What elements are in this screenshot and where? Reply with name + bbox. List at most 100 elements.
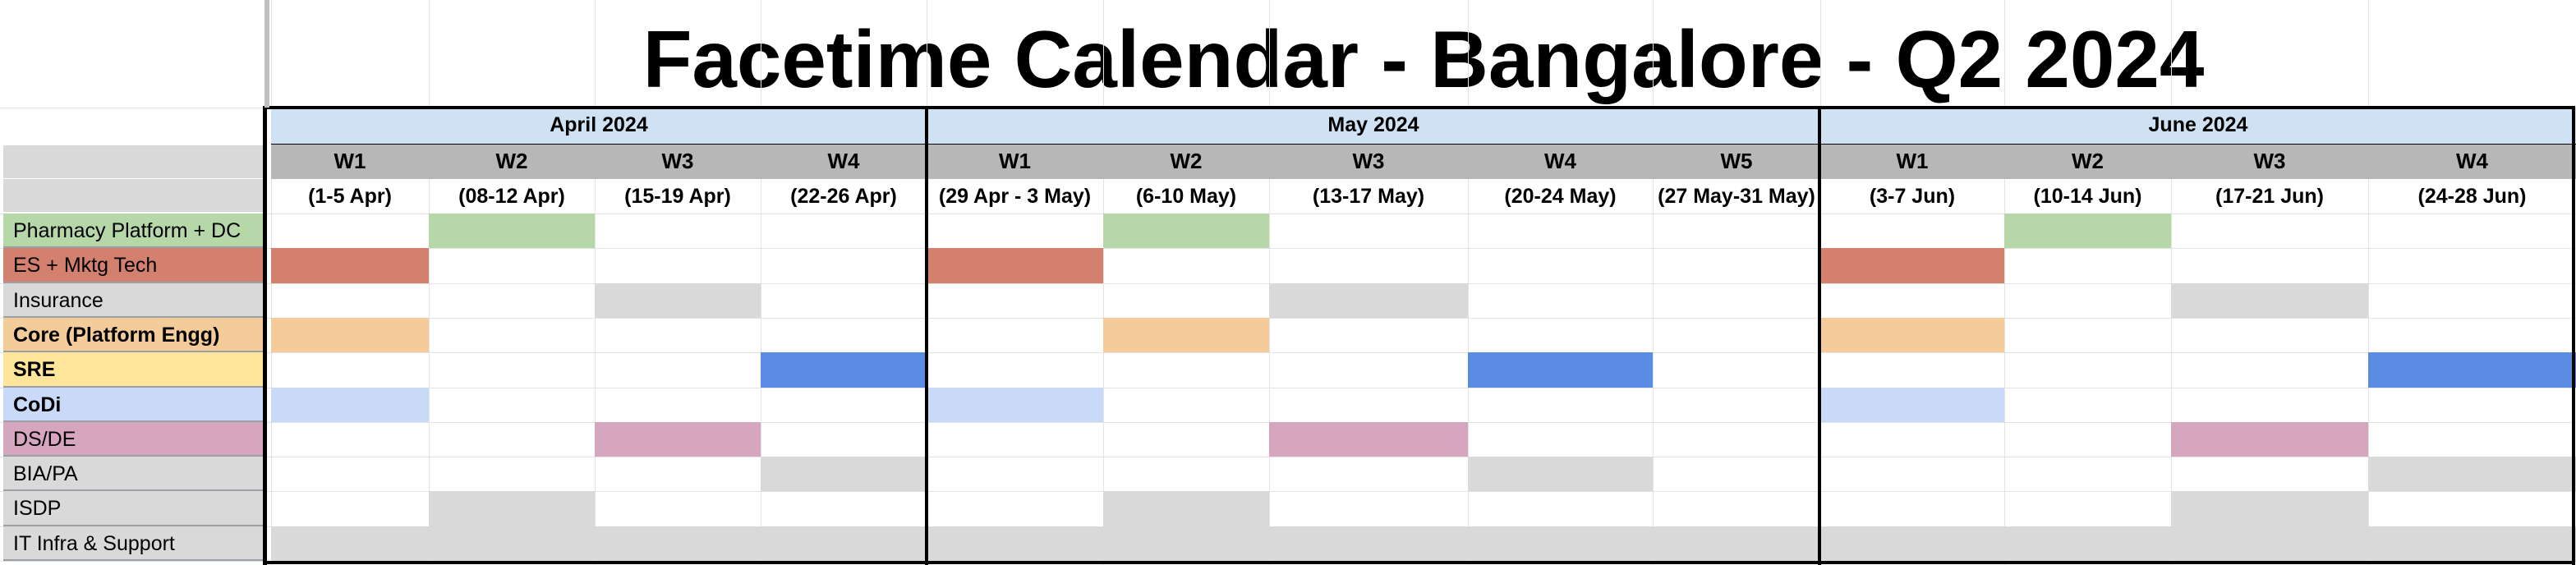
gridline-horizontal xyxy=(0,491,2576,492)
schedule-block[interactable] xyxy=(927,526,1103,561)
schedule-block[interactable] xyxy=(2171,422,2368,457)
week-date-range: (27 May-31 May) xyxy=(1658,185,1815,208)
schedule-block[interactable] xyxy=(1653,526,1820,561)
week-date-range: (15-19 Apr) xyxy=(624,185,731,208)
week-date-range: (17-21 Jun) xyxy=(2215,185,2324,208)
team-label: Insurance xyxy=(3,283,264,318)
schedule-block[interactable] xyxy=(2368,526,2576,561)
week-date-range: (10-14 Jun) xyxy=(2033,185,2142,208)
week-header: W1 xyxy=(271,144,429,179)
gridline-vertical xyxy=(1468,0,1469,565)
schedule-block[interactable] xyxy=(271,388,429,422)
schedule-block[interactable] xyxy=(1820,248,2004,283)
gridline-horizontal xyxy=(0,318,2576,319)
schedule-block[interactable] xyxy=(2171,491,2368,526)
schedule-block[interactable] xyxy=(429,491,595,526)
month-header: April 2024 xyxy=(271,108,927,144)
schedule-block[interactable] xyxy=(1269,526,1468,561)
schedule-block[interactable] xyxy=(1820,388,2004,422)
frozen-column-divider[interactable] xyxy=(264,0,269,108)
week-date-range: (08-12 Apr) xyxy=(458,185,565,208)
schedule-block[interactable] xyxy=(1468,352,1653,388)
team-label: SRE xyxy=(3,352,264,388)
week-header: W4 xyxy=(761,144,927,179)
schedule-block[interactable] xyxy=(595,422,761,457)
schedule-block[interactable] xyxy=(1103,214,1269,248)
team-label: ES + Mktg Tech xyxy=(3,248,264,283)
team-label: ISDP xyxy=(3,491,264,526)
week-header: W3 xyxy=(2171,144,2368,179)
schedule-block[interactable] xyxy=(1468,526,1653,561)
schedule-block[interactable] xyxy=(2171,526,2368,561)
gridline-vertical xyxy=(1103,0,1104,565)
schedule-block[interactable] xyxy=(271,526,429,561)
week-date-range: (6-10 May) xyxy=(1135,185,1237,208)
gridline-vertical xyxy=(1653,0,1654,565)
schedule-block[interactable] xyxy=(1269,283,1468,318)
row-label-empty xyxy=(3,145,264,178)
schedule-block[interactable] xyxy=(429,526,595,561)
team-label: CoDi xyxy=(3,388,264,422)
schedule-block[interactable] xyxy=(429,214,595,248)
schedule-block[interactable] xyxy=(595,283,761,318)
border-line xyxy=(263,106,267,565)
schedule-block[interactable] xyxy=(761,526,927,561)
gridline-vertical xyxy=(1269,0,1270,565)
week-header: W3 xyxy=(1269,144,1468,179)
month-header: May 2024 xyxy=(927,108,1820,144)
week-header: W1 xyxy=(927,144,1103,179)
schedule-block[interactable] xyxy=(2368,352,2576,388)
schedule-block[interactable] xyxy=(2004,214,2171,248)
border-line xyxy=(1818,106,1821,565)
week-date-range: (1-5 Apr) xyxy=(308,185,392,208)
team-label: Pharmacy Platform + DC xyxy=(3,214,264,248)
schedule-block[interactable] xyxy=(2368,457,2576,491)
schedule-block[interactable] xyxy=(2171,283,2368,318)
gridline-vertical xyxy=(2171,0,2172,565)
schedule-block[interactable] xyxy=(1820,318,2004,352)
schedule-block[interactable] xyxy=(927,388,1103,422)
schedule-block[interactable] xyxy=(1820,526,2004,561)
team-label: Core (Platform Engg) xyxy=(3,318,264,352)
page-title: Facetime Calendar - Bangalore - Q2 2024 xyxy=(642,14,2205,104)
team-label: BIA/PA xyxy=(3,457,264,491)
week-header: W5 xyxy=(1653,144,1820,179)
team-label: DS/DE xyxy=(3,422,264,457)
week-header: W2 xyxy=(429,144,595,179)
schedule-block[interactable] xyxy=(761,352,927,388)
schedule-block[interactable] xyxy=(1103,526,1269,561)
week-date-range: (24-28 Jun) xyxy=(2417,185,2527,208)
border-line xyxy=(2572,106,2575,565)
week-date-range: (13-17 May) xyxy=(1312,185,1425,208)
week-header: W1 xyxy=(1820,144,2004,179)
schedule-block[interactable] xyxy=(1103,318,1269,352)
week-date-range: (29 Apr - 3 May) xyxy=(938,185,1092,208)
schedule-block[interactable] xyxy=(271,318,429,352)
gridline-horizontal xyxy=(0,352,2576,353)
border-line xyxy=(271,144,2576,145)
schedule-block[interactable] xyxy=(761,457,927,491)
border-line xyxy=(264,106,2574,109)
row-label-empty xyxy=(3,179,264,212)
month-header: June 2024 xyxy=(1820,108,2576,144)
week-date-range: (20-24 May) xyxy=(1504,185,1617,208)
schedule-block[interactable] xyxy=(271,248,429,283)
schedule-block[interactable] xyxy=(2004,526,2171,561)
week-date-range: (3-7 Jun) xyxy=(1869,185,1956,208)
schedule-block[interactable] xyxy=(1269,422,1468,457)
gridline-vertical xyxy=(429,0,430,565)
schedule-block[interactable] xyxy=(1468,457,1653,491)
gridline-vertical xyxy=(595,0,596,565)
border-line xyxy=(264,561,2574,564)
week-header: W2 xyxy=(1103,144,1269,179)
week-header: W2 xyxy=(2004,144,2171,179)
team-label: IT Infra & Support xyxy=(3,526,264,561)
schedule-block[interactable] xyxy=(1103,491,1269,526)
gridline-vertical xyxy=(2004,0,2005,565)
week-header: W4 xyxy=(1468,144,1653,179)
week-header: W4 xyxy=(2368,144,2576,179)
week-date-range: (22-26 Apr) xyxy=(790,185,897,208)
schedule-block[interactable] xyxy=(927,248,1103,283)
schedule-block[interactable] xyxy=(595,526,761,561)
